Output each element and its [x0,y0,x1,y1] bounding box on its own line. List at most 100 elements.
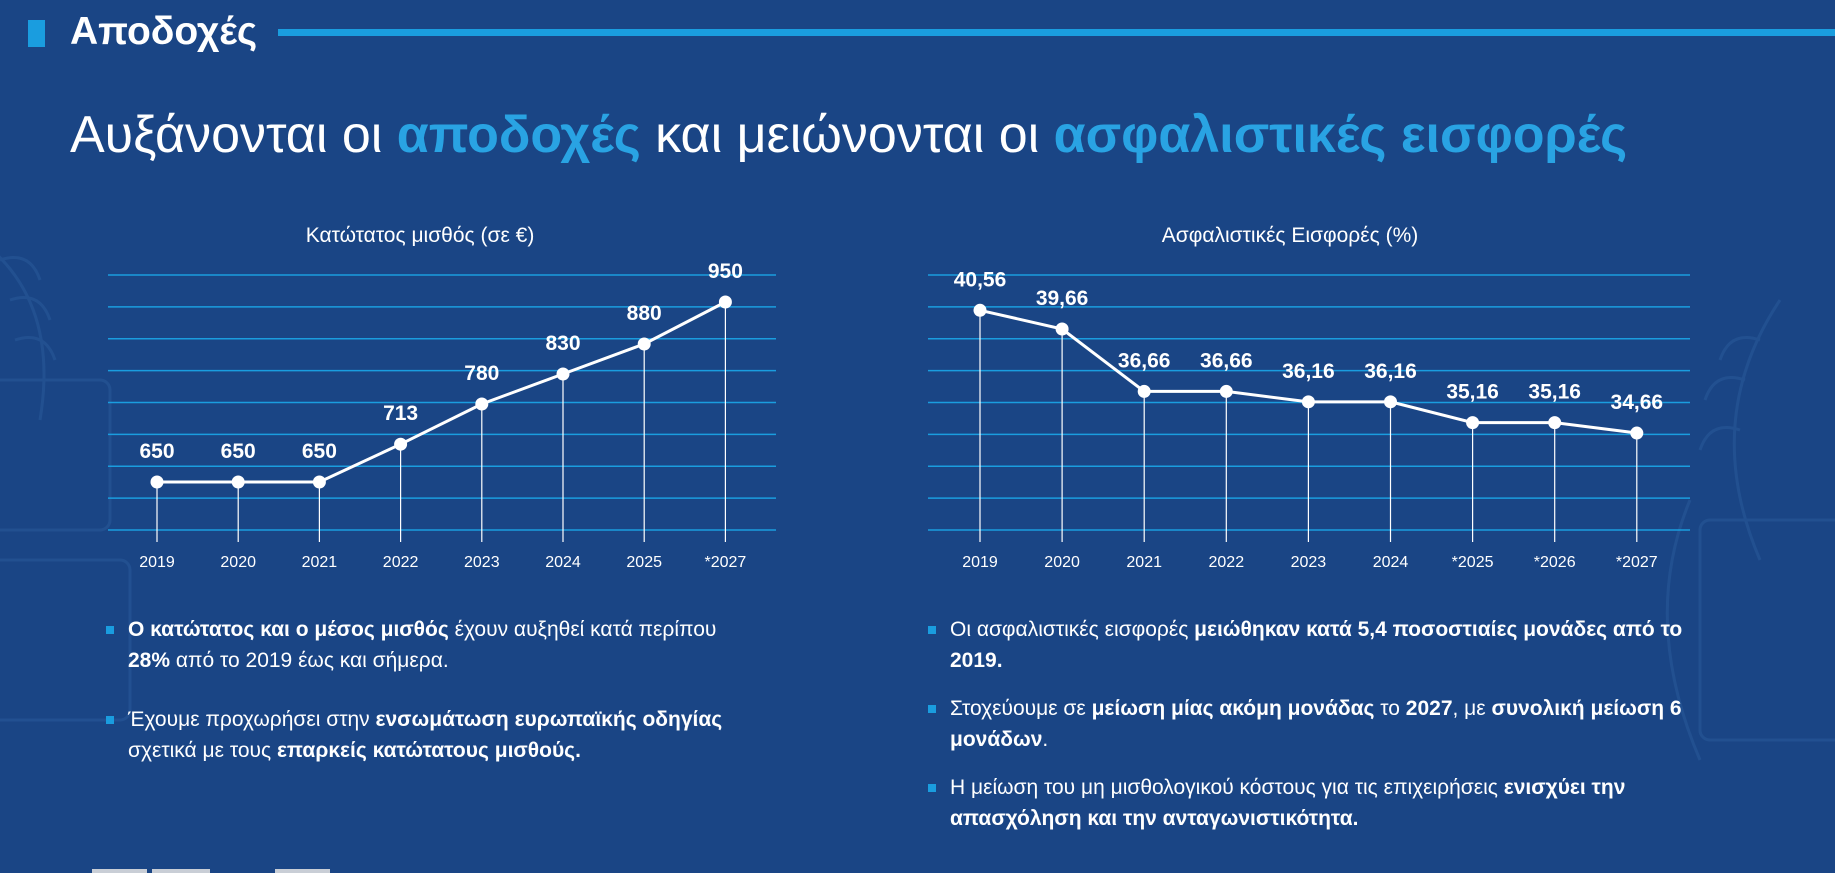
bullet-text: το [1374,697,1406,720]
contrib-data-label: 36,16 [1364,360,1417,383]
slide-nav-button[interactable] [92,869,147,873]
wage-data-point [718,295,732,309]
bullet-emphasis: συνολική μείωση 6 μονάδων [950,697,1682,751]
contrib-x-tick-label: 2021 [1126,554,1162,571]
wage-data-label: 650 [139,440,174,463]
headline-part-2: και μειώνονται οι [640,106,1054,164]
slide-nav-button[interactable] [275,869,330,873]
bullet-emphasis: μείωση μίας ακόμη μονάδας [1091,697,1375,720]
bullet-gap [928,755,1688,772]
contrib-data-label: 39,66 [1036,287,1089,310]
contributions-chart-title: Ασφαλιστικές Εισφορές (%) [1161,224,1419,247]
wage-data-point [637,337,651,351]
contrib-data-point [1548,416,1562,430]
bullet-square-icon [106,716,114,724]
wage-data-label: 650 [302,440,337,463]
wage-data-point [556,367,570,381]
section-title: Αποδοχές [70,10,258,53]
bullet-emphasis: Ο κατώτατος και ο μέσος μισθός [128,618,449,641]
bullet-item: Ο κατώτατος και ο μέσος μισθός έχουν αυξ… [106,614,746,676]
contrib-data-label: 36,16 [1282,360,1335,383]
wage-data-point [312,475,326,489]
wage-x-tick-label: 2025 [626,554,662,571]
bullet-text: Στοχεύουμε σε [950,697,1092,720]
bullet-text: Οι ασφαλιστικές εισφορές [950,618,1195,641]
contrib-data-label: 35,16 [1446,381,1499,404]
wage-x-tick-label: 2023 [464,554,500,571]
contrib-data-label: 36,66 [1200,349,1253,372]
bullet-text: Η μείωση του μη μισθολογικού κόστους για… [950,776,1504,799]
bullet-square-icon [928,784,936,792]
contrib-data-label: 34,66 [1611,391,1664,414]
contrib-data-point [1466,416,1480,430]
contrib-data-point [1137,384,1151,398]
headline: Αυξάνονται οι αποδοχές και μειώνονται οι… [70,104,1627,166]
contrib-data-point [973,303,987,317]
contrib-data-label: 35,16 [1528,381,1581,404]
bullet-item: Η μείωση του μη μισθολογικού κόστους για… [928,772,1688,834]
bullet-emphasis: ενσωμάτωση ευρωπαϊκής οδηγίας [375,708,723,731]
headline-highlight-2: ασφαλιστικές εισφορές [1053,106,1628,164]
wage-bullet-list: Ο κατώτατος και ο μέσος μισθός έχουν αυξ… [106,614,746,766]
wage-data-label: 650 [221,440,256,463]
contributions-bullet-list: Οι ασφαλιστικές εισφορές μειώθηκαν κατά … [928,614,1688,834]
bullet-text: έχουν αυξηθεί κατά περίπου [448,618,717,641]
wage-data-label: 830 [545,332,580,355]
bullet-item: Έχουμε προχωρήσει στην ενσωμάτωση ευρωπα… [106,704,746,766]
wage-data-label: 880 [627,302,662,325]
bullet-square-icon [928,705,936,713]
header-rule [278,29,1835,36]
contrib-data-point [1301,395,1315,409]
contrib-x-tick-label: 2022 [1209,554,1245,571]
wage-x-tick-label: 2020 [220,554,256,571]
contrib-data-point [1219,384,1233,398]
contrib-x-tick-label: 2024 [1373,554,1409,571]
bullet-emphasis: ενισχύει την απασχόληση και την ανταγωνι… [950,776,1626,830]
bullet-emphasis: 2027 [1405,697,1453,720]
bullet-item: Οι ασφαλιστικές εισφορές μειώθηκαν κατά … [928,614,1688,676]
wage-data-point [150,475,164,489]
wage-data-label: 950 [708,260,743,283]
wage-chart-title: Κατώτατος μισθός (σε €) [305,224,535,247]
wage-x-tick-label: 2022 [383,554,419,571]
contrib-data-label: 36,66 [1118,349,1171,372]
bullet-text: από το 2019 έως και σήμερα. [170,649,449,672]
contrib-data-point [1055,322,1069,336]
bullet-emphasis: 28% [128,649,171,672]
contributions-line-chart: 40,56 2019 39,66 2020 36,66 2021 36,66 2022 36,1… [928,268,1690,571]
bullet-text: . [1042,728,1049,751]
bullet-gap [928,676,1688,693]
contrib-data-point [1384,395,1397,409]
wage-x-tick-label: 2024 [545,554,581,571]
headline-highlight-1: αποδοχές [396,106,641,164]
contrib-x-tick-label: 2023 [1291,554,1327,571]
bullet-item: Στοχεύουμε σε μείωση μίας ακόμη μονάδας … [928,693,1688,755]
wage-data-point [475,397,489,411]
contrib-x-tick-label: *2025 [1452,554,1494,571]
wage-data-point [231,475,245,489]
section-marker [28,20,45,47]
contrib-data-label: 40,56 [954,268,1007,291]
contrib-x-tick-label: 2019 [962,554,998,571]
contrib-data-point [1630,426,1644,440]
wage-data-label: 713 [383,402,418,425]
wage-data-point [394,437,408,451]
contrib-x-tick-label: *2026 [1534,554,1576,571]
bullet-emphasis: μειώθηκαν κατά 5,4 ποσοστιαίες μονάδες α… [950,618,1683,672]
contrib-x-tick-label: *2027 [1616,554,1658,571]
bullet-square-icon [106,626,114,634]
wage-x-tick-label: 2021 [302,554,338,571]
slide-nav-button[interactable] [152,869,210,873]
bullet-gap [106,676,746,704]
bullet-text: , με [1452,697,1492,720]
bullet-text: σχετικά με τους [128,739,277,762]
wage-x-tick-label: *2027 [704,554,746,571]
headline-part-1: Αυξάνονται οι [70,106,397,164]
bullet-emphasis: επαρκείς κατώτατους μισθούς. [276,739,581,762]
wage-data-label: 780 [464,362,499,385]
wage-x-tick-label: 2019 [139,554,175,571]
wage-series-line [157,300,727,484]
contrib-x-tick-label: 2020 [1044,554,1080,571]
bullet-text: Έχουμε προχωρήσει στην [128,708,376,731]
